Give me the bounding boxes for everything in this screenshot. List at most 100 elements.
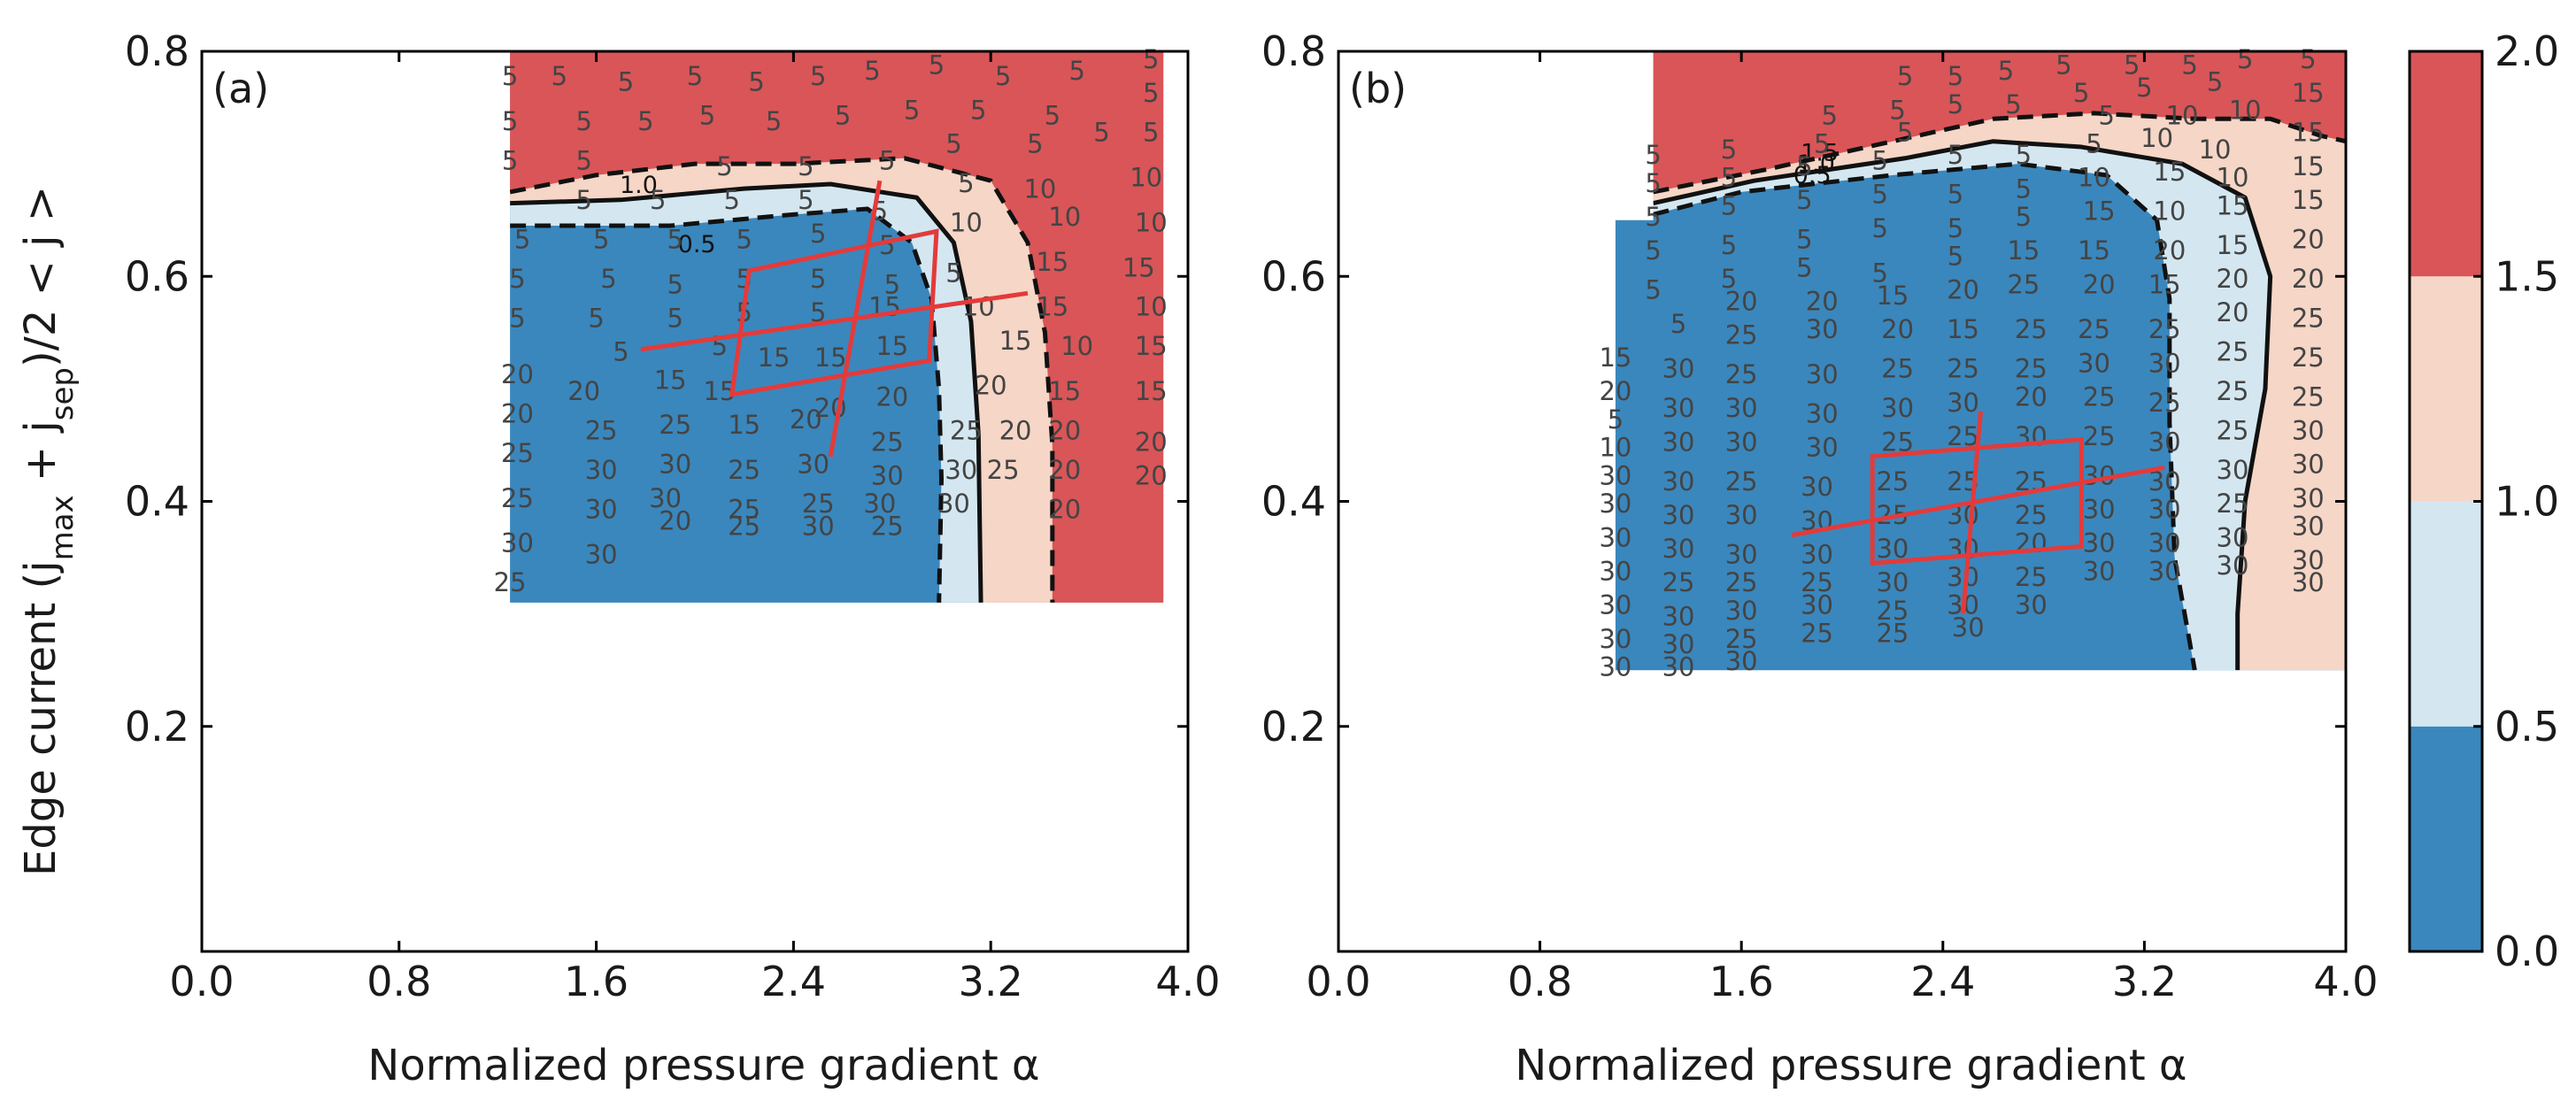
annotation-5: 5 xyxy=(1871,213,1887,243)
annotation-5: 5 xyxy=(1871,258,1887,289)
annotation-5: 5 xyxy=(1143,78,1159,108)
annotation-25: 25 xyxy=(950,416,983,446)
annotation-15: 15 xyxy=(654,365,687,395)
annotation-25: 25 xyxy=(1725,466,1758,497)
annotation-5: 5 xyxy=(2124,50,2140,80)
annotation-25: 25 xyxy=(2292,343,2325,373)
annotation-20: 20 xyxy=(1135,460,1168,490)
annotation-30: 30 xyxy=(585,455,618,485)
annotation-30: 30 xyxy=(2292,483,2325,513)
annotation-5: 5 xyxy=(551,61,567,91)
annotation-20: 20 xyxy=(790,404,822,435)
annotation-5: 5 xyxy=(2016,140,2032,170)
annotation-5: 5 xyxy=(970,95,986,125)
y-tick-label: 0.8 xyxy=(1261,27,1326,75)
annotation-30: 30 xyxy=(2217,550,2249,581)
annotation-5: 5 xyxy=(798,151,814,181)
red-line-horizontal xyxy=(1791,465,2165,538)
annotation-20: 20 xyxy=(2217,297,2249,327)
annotation-30: 30 xyxy=(1947,534,1979,564)
panel-label: (b) xyxy=(1349,65,1407,112)
y-tick-label: 0.4 xyxy=(125,478,189,526)
annotation-20: 20 xyxy=(1048,495,1081,525)
annotation-5: 5 xyxy=(995,61,1011,91)
annotation-5: 5 xyxy=(1897,61,1913,91)
annotation-30: 30 xyxy=(2148,528,2181,558)
annotation-10: 10 xyxy=(2166,101,2199,131)
annotation-5: 5 xyxy=(1871,145,1887,175)
contour-line-0.5 xyxy=(1653,161,2197,671)
x-axis-label: Normalized pressure gradient α xyxy=(1515,1041,2187,1090)
annotation-5: 5 xyxy=(667,269,683,299)
annotation-25: 25 xyxy=(2217,489,2249,519)
annotation-5: 5 xyxy=(736,224,752,254)
annotation-30: 30 xyxy=(2217,455,2249,485)
annotation-5: 5 xyxy=(1796,224,1812,254)
annotation-30: 30 xyxy=(1725,539,1758,569)
annotation-20: 20 xyxy=(2015,528,2048,558)
y-tick-label: 0.2 xyxy=(125,703,189,751)
contour-label: 0.5 xyxy=(1793,162,1832,189)
annotation-5: 5 xyxy=(593,224,609,254)
annotation-30: 30 xyxy=(1599,489,1631,519)
annotation-25: 25 xyxy=(728,495,760,525)
annotation-25: 25 xyxy=(2015,314,2048,344)
annotation-5: 5 xyxy=(879,230,895,260)
annotation-5: 5 xyxy=(1027,128,1043,158)
annotation-5: 5 xyxy=(2207,66,2223,96)
colorbar-tick-label: 0.5 xyxy=(2495,703,2559,751)
annotation-15: 15 xyxy=(2292,78,2325,108)
annotation-5: 5 xyxy=(1897,118,1913,148)
annotation-30: 30 xyxy=(2083,556,2116,586)
annotation-15: 15 xyxy=(2007,235,2040,266)
annotation-25: 25 xyxy=(659,410,691,440)
annotation-5: 5 xyxy=(1814,128,1830,158)
annotation-25: 25 xyxy=(2083,421,2116,451)
annotation-5: 5 xyxy=(1670,309,1686,339)
annotation-10: 10 xyxy=(2078,163,2110,193)
annotation-10: 10 xyxy=(950,207,983,237)
annotation-20: 20 xyxy=(1048,416,1081,446)
x-tick-label: 4.0 xyxy=(2313,958,2378,1005)
annotation-25: 25 xyxy=(1725,320,1758,350)
annotation-5: 5 xyxy=(1068,56,1084,86)
annotation-5: 5 xyxy=(575,185,591,215)
contour-line-1.0 xyxy=(1653,139,2273,671)
annotation-10: 10 xyxy=(962,292,995,322)
annotation-25: 25 xyxy=(1662,567,1695,597)
annotation-5: 5 xyxy=(766,106,782,136)
annotation-5: 5 xyxy=(958,168,974,198)
annotation-15: 15 xyxy=(1036,292,1068,322)
annotation-30: 30 xyxy=(1725,393,1758,423)
annotation-5: 5 xyxy=(502,106,518,136)
y-tick-label: 0.6 xyxy=(1261,252,1326,300)
annotation-5: 5 xyxy=(810,219,826,249)
annotation-30: 30 xyxy=(2292,567,2325,597)
annotation-30: 30 xyxy=(585,539,618,569)
annotation-5: 5 xyxy=(1947,180,1963,210)
annotation-10: 10 xyxy=(1135,207,1168,237)
annotation-15: 15 xyxy=(2217,230,2249,260)
annotation-20: 20 xyxy=(1135,427,1168,457)
annotation-30: 30 xyxy=(2148,427,2181,457)
annotation-30: 30 xyxy=(1599,624,1631,654)
annotation-15: 15 xyxy=(1947,314,1979,344)
annotation-5: 5 xyxy=(929,50,945,80)
annotation-25: 25 xyxy=(1801,567,1833,597)
annotation-15: 15 xyxy=(2217,190,2249,220)
annotation-5: 5 xyxy=(1796,252,1812,282)
annotation-5: 5 xyxy=(945,258,961,289)
annotation-30: 30 xyxy=(1662,500,1695,530)
annotation-10: 10 xyxy=(1060,331,1093,361)
annotation-30: 30 xyxy=(2015,421,2048,451)
annotation-5: 5 xyxy=(1093,118,1109,148)
annotation-25: 25 xyxy=(2083,381,2116,412)
annotation-30: 30 xyxy=(2217,522,2249,552)
annotation-30: 30 xyxy=(2292,416,2325,446)
annotation-20: 20 xyxy=(1599,376,1631,406)
annotation-10: 10 xyxy=(2199,135,2232,165)
colorbar-band xyxy=(2410,501,2482,727)
annotation-30: 30 xyxy=(1662,652,1695,682)
colorbar-tick-label: 1.5 xyxy=(2495,252,2559,300)
